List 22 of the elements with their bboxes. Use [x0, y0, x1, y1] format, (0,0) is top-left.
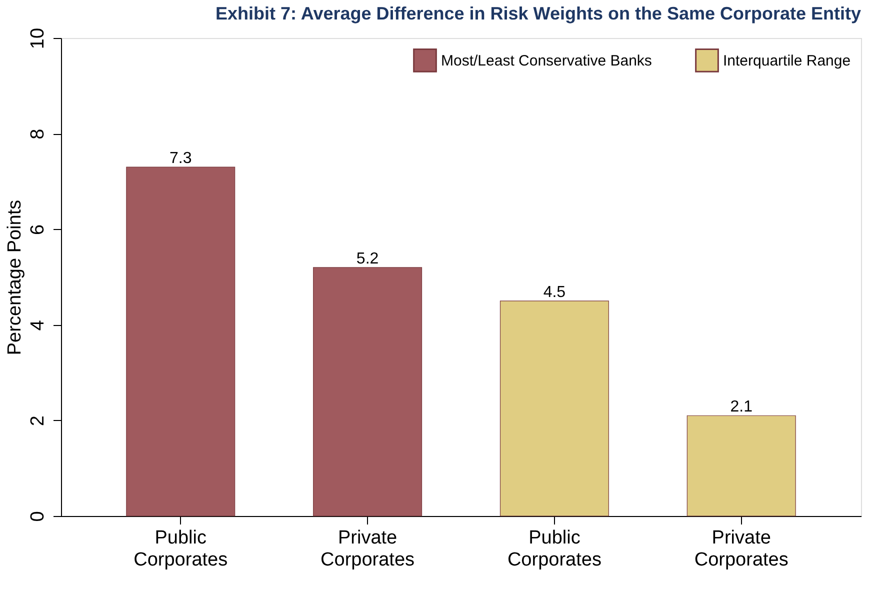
bar	[313, 267, 422, 516]
bar	[126, 166, 236, 516]
y-tick-label: 8	[28, 128, 48, 140]
legend-label: Interquartile Range	[723, 52, 851, 70]
y-tick-label: 2	[28, 416, 48, 426]
x-tick-label: Public Corporates	[507, 528, 602, 570]
data-label: 7.3	[170, 150, 192, 168]
data-label: 4.5	[543, 284, 566, 301]
legend-label: Most/Least Conservative Banks	[441, 52, 652, 70]
y-axis-title: Percentage Points	[4, 200, 26, 356]
y-tick-label: 6	[28, 224, 48, 235]
x-tick-label: Private Corporates	[320, 528, 415, 570]
y-tick-label: 0	[28, 511, 48, 522]
y-tick-label: 4	[28, 320, 48, 331]
x-tick-label: Public Corporates	[134, 528, 228, 570]
chart-title: Exhibit 7: Average Difference in Risk Weights on the Same Corporate Entity	[216, 3, 861, 24]
bar	[500, 300, 609, 516]
y-tick-label: 10	[28, 28, 48, 50]
bar	[686, 415, 796, 516]
data-label: 5.2	[356, 250, 379, 268]
x-tick-label: Private Corporates	[694, 528, 788, 570]
data-label: 2.1	[730, 398, 753, 416]
